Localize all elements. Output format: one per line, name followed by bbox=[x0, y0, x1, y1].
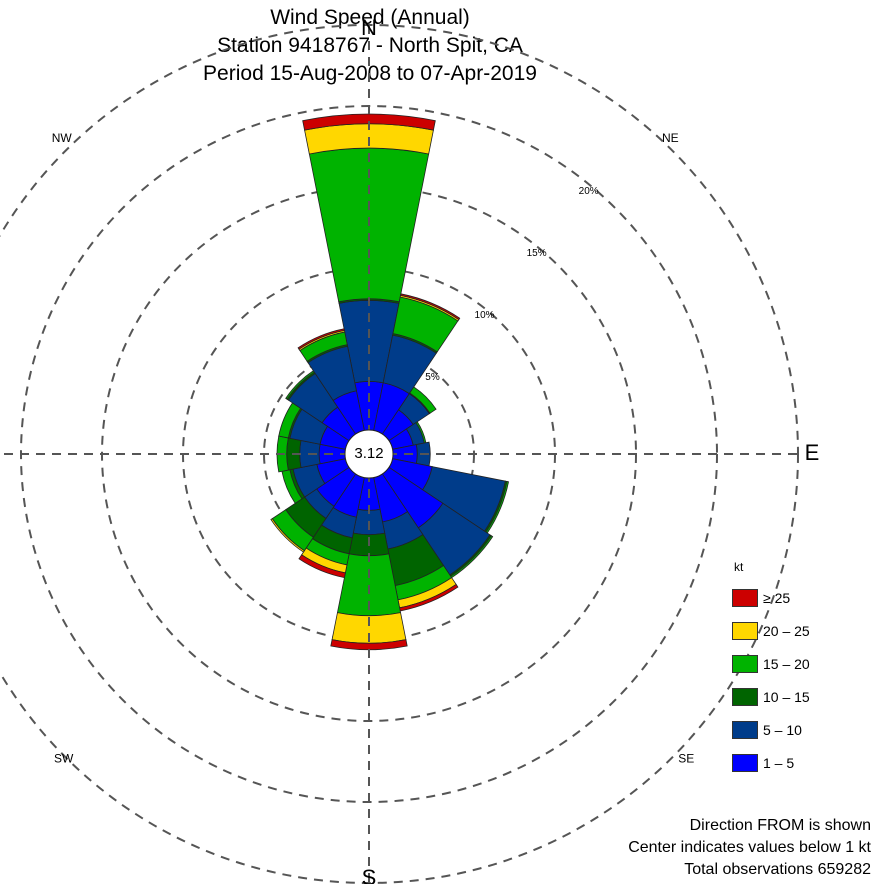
chart-title: Wind Speed (Annual) bbox=[270, 6, 470, 29]
ring-label-1: 5% bbox=[425, 372, 440, 383]
legend-item: ≥ 25 bbox=[732, 588, 790, 608]
legend-label: 1 – 5 bbox=[763, 755, 795, 771]
compass-label-se: SE bbox=[678, 751, 694, 765]
compass-label-sw: SW bbox=[54, 751, 74, 765]
petal-NE-bin-4 bbox=[409, 386, 437, 414]
legend-item: 10 – 15 bbox=[732, 687, 810, 707]
legend-item: 1 – 5 bbox=[732, 753, 794, 773]
legend-swatch bbox=[732, 688, 758, 706]
legend-label: 15 – 20 bbox=[763, 656, 810, 672]
legend-label: 20 – 25 bbox=[763, 623, 810, 639]
petal-S-bin-6 bbox=[330, 639, 408, 651]
legend-swatch bbox=[732, 655, 758, 673]
legend-item: 5 – 10 bbox=[732, 720, 802, 740]
footer-direction-note: Direction FROM is shown bbox=[689, 817, 871, 834]
legend-swatch bbox=[732, 721, 758, 739]
compass-label-ne: NE bbox=[662, 131, 679, 145]
legend-swatch bbox=[732, 622, 758, 640]
legend-label: 10 – 15 bbox=[763, 689, 810, 705]
legend-title: kt bbox=[734, 560, 744, 574]
legend-label: 5 – 10 bbox=[763, 722, 802, 738]
petal-SW-bin-5 bbox=[270, 518, 305, 553]
legend-label: ≥ 25 bbox=[763, 590, 791, 606]
petal-NNW-bin-6 bbox=[297, 328, 345, 350]
petal-SSW-bin-6 bbox=[298, 554, 346, 579]
footer-center-note: Center indicates values below 1 kt bbox=[628, 839, 871, 856]
footer-total-observations: Total observations 659282 bbox=[684, 861, 871, 878]
compass-label-nw: NW bbox=[52, 131, 73, 145]
center-label: 3.12 bbox=[354, 445, 383, 462]
legend-swatch bbox=[732, 589, 758, 607]
petal-NNE-bin-6 bbox=[400, 293, 461, 321]
ring-label-4: 20% bbox=[579, 186, 599, 197]
center-disc bbox=[344, 429, 394, 479]
compass-label-n: N bbox=[361, 15, 377, 40]
ring-label-3: 15% bbox=[527, 248, 547, 259]
legend-item: 20 – 25 bbox=[732, 621, 810, 641]
compass-label-s: S bbox=[362, 865, 377, 884]
legend-swatch bbox=[732, 754, 758, 772]
ring-label-2: 10% bbox=[475, 310, 495, 321]
compass-label-e: E bbox=[805, 440, 820, 465]
legend-item: 15 – 20 bbox=[732, 654, 810, 674]
